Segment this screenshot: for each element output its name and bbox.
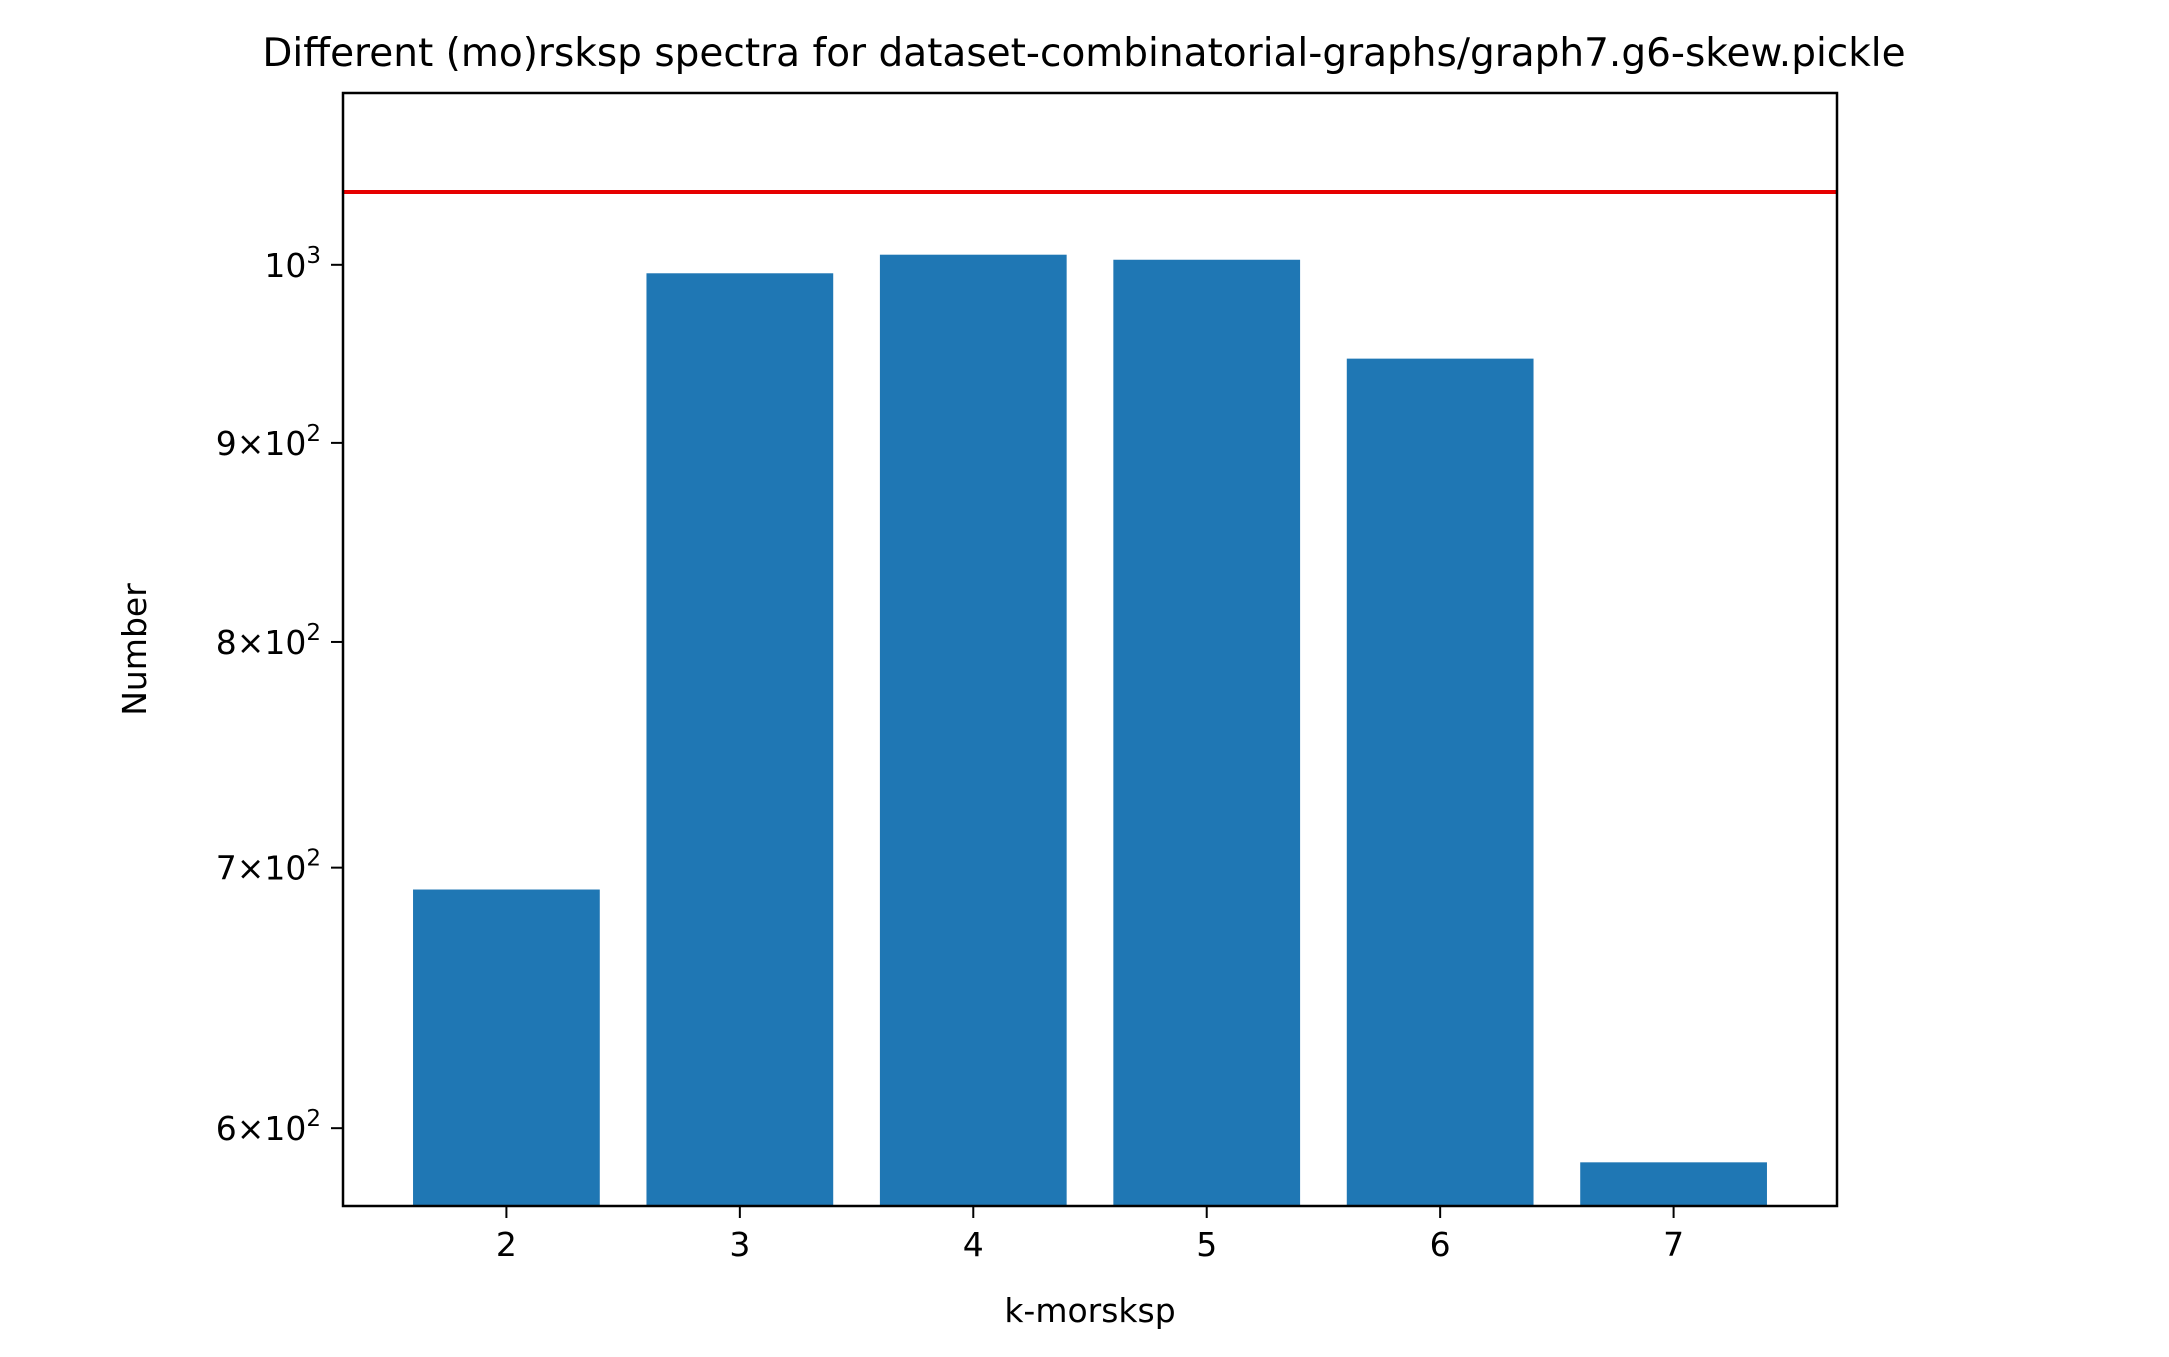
bar-7 (1580, 1162, 1767, 1206)
bar-2 (413, 889, 600, 1206)
y-axis-label: Number (115, 583, 154, 716)
x-tick-label-7: 7 (1663, 1225, 1684, 1264)
bar-5 (1113, 259, 1301, 1207)
y-tick-label-800: 8×102 (216, 620, 321, 662)
x-tick-label-5: 5 (1196, 1225, 1217, 1264)
bar-3 (646, 273, 834, 1206)
y-tick-label-600: 6×102 (216, 1106, 321, 1148)
x-tick-label-3: 3 (729, 1225, 750, 1264)
x-axis: 2 3 4 5 6 7 (496, 1206, 1684, 1264)
x-axis-label: k-morsksp (1004, 1291, 1175, 1330)
chart-title: Different (mo)rsksp spectra for dataset-… (262, 31, 1905, 76)
plot-frame (341, 91, 1839, 1208)
x-tick-label-2: 2 (496, 1225, 517, 1264)
y-axis: 6×102 7×102 8×102 9×102 103 (216, 243, 343, 1148)
bars-group (413, 254, 1767, 1207)
y-tick-label-900: 9×102 (216, 421, 321, 463)
bar-6 (1346, 358, 1534, 1206)
bar-4 (879, 254, 1067, 1207)
x-tick-label-4: 4 (963, 1225, 984, 1264)
x-tick-label-6: 6 (1430, 1225, 1451, 1264)
y-tick-label-1000: 103 (264, 243, 321, 285)
y-tick-label-700: 7×102 (216, 846, 321, 888)
